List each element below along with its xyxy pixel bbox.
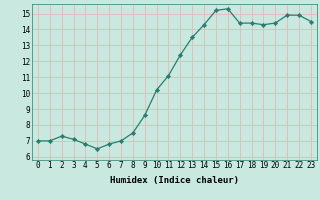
X-axis label: Humidex (Indice chaleur): Humidex (Indice chaleur) (110, 176, 239, 185)
